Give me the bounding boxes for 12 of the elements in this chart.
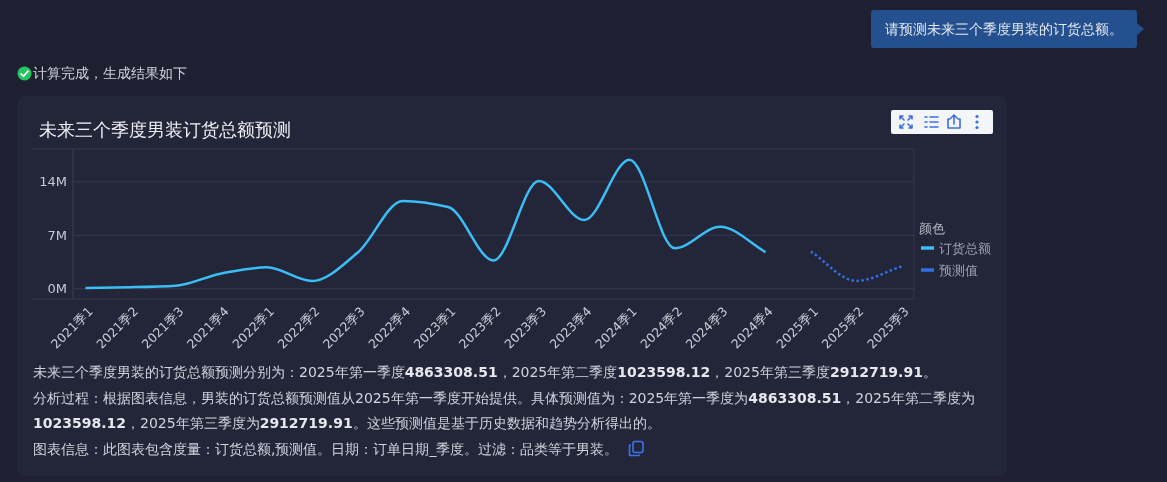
y-tick-label: 0M <box>47 281 67 297</box>
text: 图表信息：此图表包含度量：订货总额,预测值。日期：订单日期_季度。过滤：品类等于男装。 <box>33 440 619 457</box>
y-tick-label: 14M <box>39 174 67 190</box>
legend-label: 预测值 <box>939 262 978 278</box>
text: 未来三个季度男装的订货总额预测分别为：2025年第一季度4863308.51，2025年第二季度1023598.12，2025年第三季度2912719.91。 <box>33 364 937 380</box>
legend-label: 订货总额 <box>939 240 991 256</box>
y-tick-label: 7M <box>47 227 67 243</box>
legend-title: 颜色 <box>919 220 945 236</box>
text: 计算完成，生成结果如下 <box>33 64 187 82</box>
text: 分析过程：根据图表信息，男装的订货总额预测值从2025年第一季度开始提供。具体预测值为：2025年第一季度为4863308.51，2025年第二季度为1023598.12，2025年第三季度为2912719.91。这些预测值是基于历史数据和趋势分析得出的。 <box>33 389 975 431</box>
text: 请预测未来三个季度男装的订货总额。 <box>871 10 1137 48</box>
chart-title: 未来三个季度男装订货总额预测 <box>39 119 291 141</box>
